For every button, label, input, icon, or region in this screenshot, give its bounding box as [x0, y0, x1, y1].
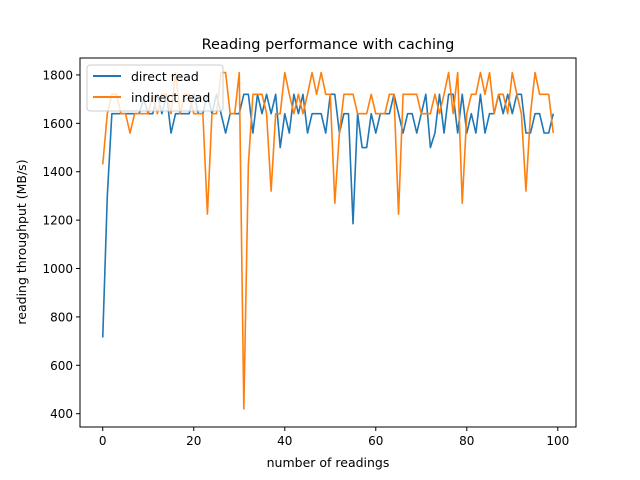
x-tick-label: 60	[368, 434, 383, 448]
chart-title: Reading performance with caching	[202, 37, 455, 53]
y-axis-ticks: 400 600 800 1000 1200 1400 1600 1800	[42, 68, 80, 421]
y-tick-label: 600	[50, 359, 73, 373]
x-axis-ticks: 0 20 40 60 80 100	[99, 427, 569, 448]
x-axis-label: number of readings	[267, 455, 390, 470]
y-tick-label: 1000	[42, 262, 73, 276]
y-tick-label: 1200	[42, 214, 73, 228]
axes-frame	[79, 57, 577, 428]
y-tick-label: 800	[50, 310, 73, 324]
y-tick-label: 1800	[42, 68, 73, 82]
y-tick-label: 400	[50, 407, 73, 421]
x-tick-label: 100	[546, 434, 569, 448]
y-tick-label: 1600	[42, 117, 73, 131]
y-tick-label: 1400	[42, 165, 73, 179]
legend-label-indirect-read: indirect read	[131, 90, 210, 105]
series-line-direct-read	[101, 93, 555, 338]
x-tick-label: 20	[186, 434, 201, 448]
y-axis-label: reading throughput (MB/s)	[14, 159, 29, 324]
x-tick-label: 40	[277, 434, 292, 448]
x-tick-label: 80	[459, 434, 474, 448]
legend: direct read indirect read	[86, 64, 224, 112]
legend-label-direct-read: direct read	[131, 69, 199, 84]
x-tick-label: 0	[99, 434, 107, 448]
